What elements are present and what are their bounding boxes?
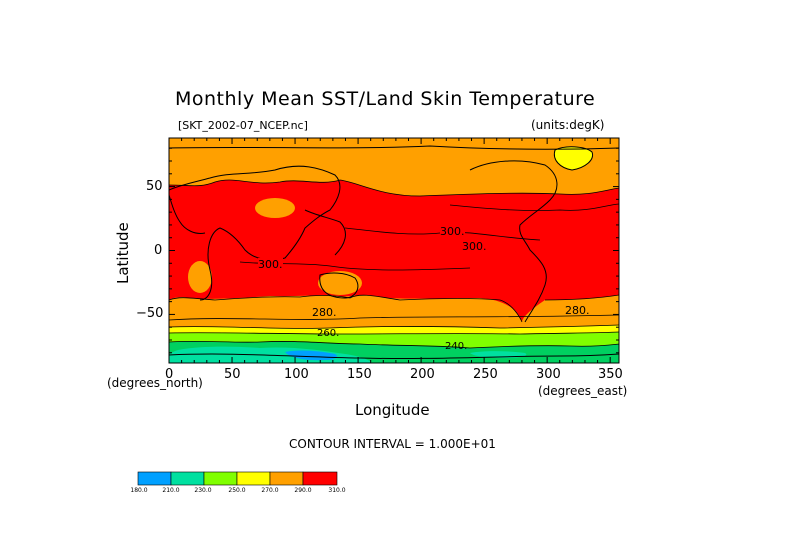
- x-axis-title: Longitude: [355, 401, 430, 419]
- chart-title: Monthly Mean SST/Land Skin Temperature: [175, 88, 596, 110]
- colorbar-label: 250.0: [228, 487, 246, 494]
- colorbar-label: 310.0: [328, 487, 346, 494]
- x-axis-ticks: [168, 138, 611, 363]
- colorbar-label: 210.0: [162, 487, 180, 494]
- x-tick-label: 0: [165, 367, 174, 382]
- colorbar-label: 290.0: [294, 487, 312, 494]
- x-tick-label: 50: [224, 367, 241, 382]
- colorbar-swatch: [203, 471, 238, 486]
- contour-label: 300.: [440, 225, 465, 238]
- y-unit-label: (degrees_north): [107, 376, 203, 390]
- x-tick-label: 100: [284, 367, 309, 382]
- x-tick-label: 350: [598, 367, 623, 382]
- x-tick-label: 200: [410, 367, 435, 382]
- x-unit-label: (degrees_east): [538, 384, 628, 398]
- colorbar-swatch: [302, 471, 338, 486]
- contour-label: 300.: [462, 240, 487, 253]
- contour-label: 240.: [445, 341, 468, 352]
- contour-label: 260.: [317, 328, 340, 339]
- contour-label: 300.: [258, 258, 283, 271]
- x-tick-label: 250: [473, 367, 498, 382]
- y-axis-ticks: [169, 147, 619, 354]
- y-axis-title: Latitude: [114, 222, 132, 284]
- dataset-filename: [SKT_2002-07_NCEP.nc]: [178, 119, 308, 132]
- contour-label: 280.: [312, 306, 337, 319]
- y-tick-label: 0: [154, 243, 163, 258]
- x-tick-label: 300: [536, 367, 561, 382]
- patch-280: [318, 271, 362, 295]
- y-tick-label: 50: [146, 179, 163, 194]
- colorbar-label: 180.0: [130, 487, 148, 494]
- patch-260-280: [554, 146, 593, 170]
- colorbar-swatch: [269, 471, 304, 486]
- map-field: [169, 138, 619, 363]
- patch-280: [255, 198, 295, 218]
- units-label: (units:degK): [531, 118, 605, 132]
- coastlines: [169, 145, 619, 360]
- patch-280: [188, 261, 212, 293]
- colorbar-swatch: [170, 471, 205, 486]
- colorbar: [137, 471, 338, 486]
- y-tick-label: −50: [136, 306, 164, 321]
- colorbar-swatch: [137, 471, 172, 486]
- x-tick-label: 150: [347, 367, 372, 382]
- band-180-210: [285, 350, 337, 361]
- colorbar-label: 230.0: [194, 487, 212, 494]
- contour-interval-text: CONTOUR INTERVAL = 1.000E+01: [289, 437, 496, 451]
- colorbar-swatch: [236, 471, 271, 486]
- contour-label: 280.: [565, 304, 590, 317]
- colorbar-label: 270.0: [261, 487, 279, 494]
